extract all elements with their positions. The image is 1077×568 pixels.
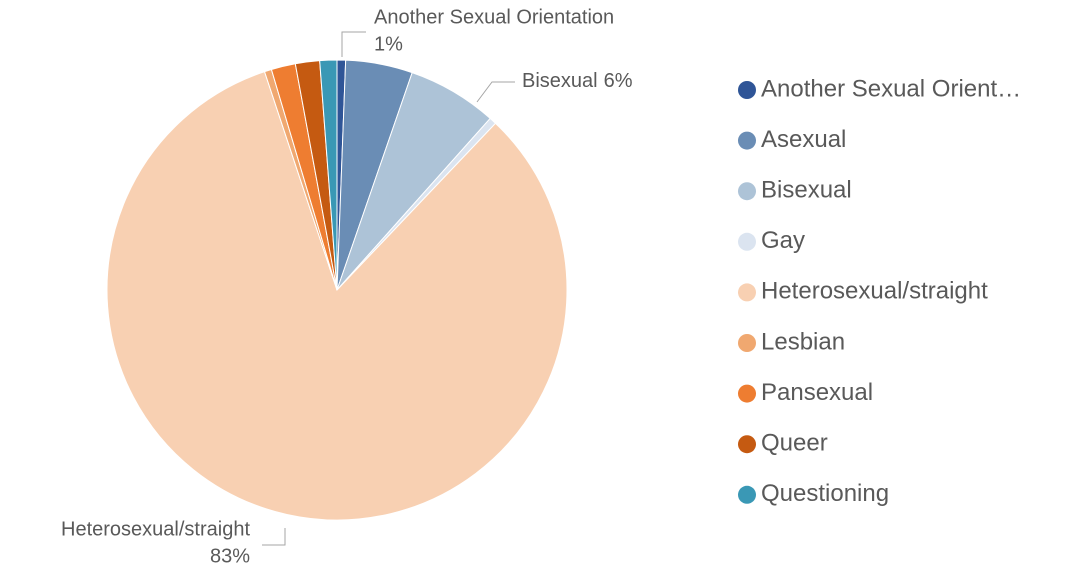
legend-label: Bisexual bbox=[761, 177, 852, 204]
legend-swatch bbox=[738, 283, 756, 302]
legend-label: Pansexual bbox=[761, 379, 873, 406]
label-name: Bisexual bbox=[522, 70, 598, 92]
data-label: 83% bbox=[210, 545, 250, 567]
legend-swatch bbox=[738, 334, 756, 352]
pie-slice bbox=[106, 71, 568, 521]
data-label: Bisexual 6% bbox=[522, 70, 633, 92]
legend-label: Questioning bbox=[761, 480, 889, 507]
legend-label: Lesbian bbox=[761, 328, 845, 355]
legend-swatch bbox=[738, 131, 756, 150]
pie-slice bbox=[319, 59, 338, 291]
legend-swatch bbox=[738, 384, 756, 403]
leader-line bbox=[341, 31, 366, 57]
data-label: 1% bbox=[374, 33, 403, 55]
legend-label: Heterosexual/straight bbox=[761, 278, 988, 305]
legend-label: Gay bbox=[761, 227, 805, 254]
legend-swatch bbox=[738, 81, 756, 99]
legend-label: Another Sexual Orient… bbox=[761, 75, 1021, 102]
data-label: Heterosexual/straight bbox=[61, 518, 250, 540]
legend-swatch bbox=[738, 182, 756, 201]
leader-line bbox=[262, 528, 286, 546]
legend-label: Queer bbox=[761, 430, 828, 457]
legend-label: Asexual bbox=[761, 126, 846, 153]
label-value: 6% bbox=[604, 70, 633, 92]
legend-swatch bbox=[738, 485, 756, 504]
leader-line bbox=[476, 81, 515, 103]
legend-swatch bbox=[738, 232, 756, 251]
legend-swatch bbox=[738, 435, 756, 454]
data-label: Another Sexual Orientation bbox=[374, 6, 614, 28]
